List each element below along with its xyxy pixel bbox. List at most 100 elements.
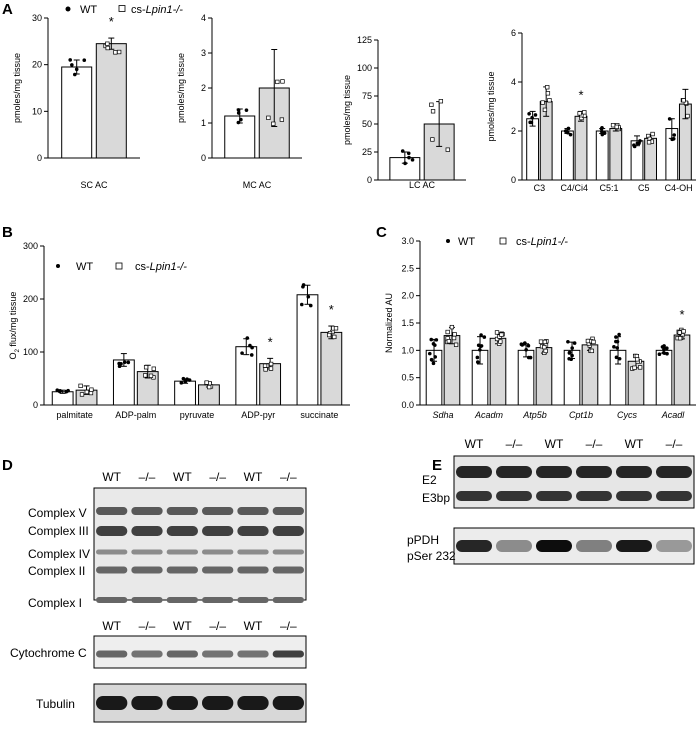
- band-complex-v: [202, 507, 234, 515]
- band-label-e3bp: E3bp: [422, 491, 450, 505]
- panel-label-b: B: [2, 224, 13, 241]
- panel-label-d: D: [2, 457, 13, 474]
- data-point-wt: [74, 67, 79, 72]
- data-point-wt: [181, 376, 186, 381]
- band-label-complex-iv: Complex IV: [28, 547, 90, 561]
- data-point-ko: [545, 91, 551, 96]
- band-label-complex-ii: Complex II: [28, 564, 85, 578]
- category-label-adp-pyr: ADP-pyr: [241, 410, 275, 420]
- data-point-ko: [543, 348, 548, 354]
- data-point-ko: [677, 330, 682, 335]
- blot-d-tubulin-membrane: [93, 683, 307, 723]
- band-ppdh: [656, 540, 692, 552]
- bar-cs-lpin1-succinate: [320, 331, 343, 406]
- data-point-ko: [204, 380, 209, 385]
- band-e3bp: [576, 491, 612, 501]
- y-tick-label: 2.5: [401, 263, 414, 273]
- y-tick-label: 20: [32, 60, 42, 70]
- data-point-wt: [403, 161, 407, 166]
- data-point-ko: [677, 336, 683, 341]
- data-point-wt: [617, 356, 622, 361]
- lane-label-wt: WT: [465, 437, 484, 451]
- data-point-wt: [479, 344, 484, 348]
- data-point-wt: [568, 132, 573, 137]
- lane-label-ko: –/–: [280, 619, 297, 633]
- blot-e-lane-labels: WT –/– WT –/– WT –/–: [465, 437, 683, 451]
- band-e2: [536, 466, 572, 478]
- bar-cs-lpin1-sc-ac: [95, 43, 127, 159]
- data-point-wt: [240, 351, 244, 355]
- lane-label-wt: WT: [545, 437, 564, 451]
- y-tick-label: 10: [32, 106, 42, 116]
- y-tick-label: 4: [511, 77, 516, 87]
- category-label-c3: C3: [534, 183, 546, 193]
- legend-ko-marker: [499, 237, 507, 245]
- data-point-wt: [614, 335, 618, 339]
- data-point-wt: [433, 355, 438, 359]
- chart-o2-flux: 0 100 200 300 O2 flux/mg tissue palmitate ADP-…: [8, 241, 350, 420]
- data-point-ko: [582, 110, 587, 115]
- band-complex-iii: [237, 526, 269, 536]
- band-label-complex-i: Complex I: [28, 596, 82, 610]
- band-ppdh: [456, 540, 492, 552]
- data-point-wt: [615, 346, 620, 350]
- bar-wt-c5-1: [595, 130, 609, 181]
- band-complex-v: [96, 507, 128, 515]
- y-tick-label: 0: [367, 175, 372, 185]
- data-point-wt: [671, 136, 676, 141]
- category-label-lc-ac: LC AC: [409, 180, 436, 190]
- data-point-ko: [271, 121, 276, 126]
- band-label-complex-iii: Complex III: [28, 524, 89, 538]
- band-complex-iii: [131, 526, 163, 536]
- band-label-e2: E2: [422, 473, 437, 487]
- panel-label-a: A: [2, 1, 13, 18]
- data-point-wt: [126, 360, 131, 365]
- bar-wt-acadl: [655, 349, 673, 406]
- band-e2: [616, 466, 652, 478]
- blot-d-cytc-bands: [96, 650, 304, 658]
- data-point-wt: [64, 389, 69, 394]
- lane-label-wt: WT: [625, 437, 644, 451]
- legend-wt-label: WT: [458, 236, 475, 248]
- lane-label-wt: WT: [173, 470, 192, 484]
- legend-ko-label: cs-Lpin1-/-: [135, 261, 187, 273]
- data-point-ko: [614, 124, 619, 129]
- y-tick-label: 50: [362, 119, 372, 129]
- data-point-wt: [566, 126, 571, 131]
- band-complex-iv: [202, 549, 234, 555]
- band-cytochrome-c: [166, 650, 198, 658]
- data-point-ko: [332, 334, 337, 340]
- data-point-wt: [308, 303, 313, 308]
- significance-star: *: [109, 14, 114, 29]
- lane-label-ko: –/–: [280, 470, 297, 484]
- data-point-wt: [665, 351, 669, 356]
- data-point-wt: [614, 355, 619, 360]
- data-point-wt: [475, 360, 480, 364]
- data-point-wt: [479, 333, 483, 337]
- data-point-wt: [662, 351, 667, 355]
- chart-gene-expression: 0.0 0.5 1.0 1.5 2.0 2.5 3.0 Normalized AU Sdha Ac…: [384, 236, 696, 420]
- data-point-wt: [82, 58, 87, 63]
- band-e3bp: [536, 491, 572, 501]
- legend-wt-marker: [65, 6, 71, 12]
- category-label-sdha: Sdha: [432, 410, 453, 420]
- y-tick-label: 3.0: [401, 236, 414, 246]
- legend-b: WT cs-Lpin1-/-: [56, 261, 187, 273]
- category-label-palmitate: palmitate: [56, 410, 93, 420]
- data-point-ko: [430, 137, 435, 142]
- data-point-ko: [637, 365, 643, 370]
- blot-d-bands: [96, 507, 304, 603]
- lane-label-wt: WT: [173, 619, 192, 633]
- bar-wt-sc-ac: [61, 66, 93, 159]
- category-label-mc-ac: MC AC: [243, 180, 272, 190]
- data-point-wt: [667, 117, 672, 121]
- y-tick-label: 75: [362, 91, 372, 101]
- data-point-ko: [499, 332, 504, 337]
- data-point-wt: [672, 133, 677, 137]
- data-point-wt: [475, 355, 480, 360]
- data-point-ko: [445, 147, 450, 152]
- band-complex-i: [96, 597, 128, 603]
- bar-cs-lpin1-atp5b: [535, 347, 553, 406]
- data-point-wt: [429, 337, 434, 342]
- data-point-wt: [431, 342, 436, 346]
